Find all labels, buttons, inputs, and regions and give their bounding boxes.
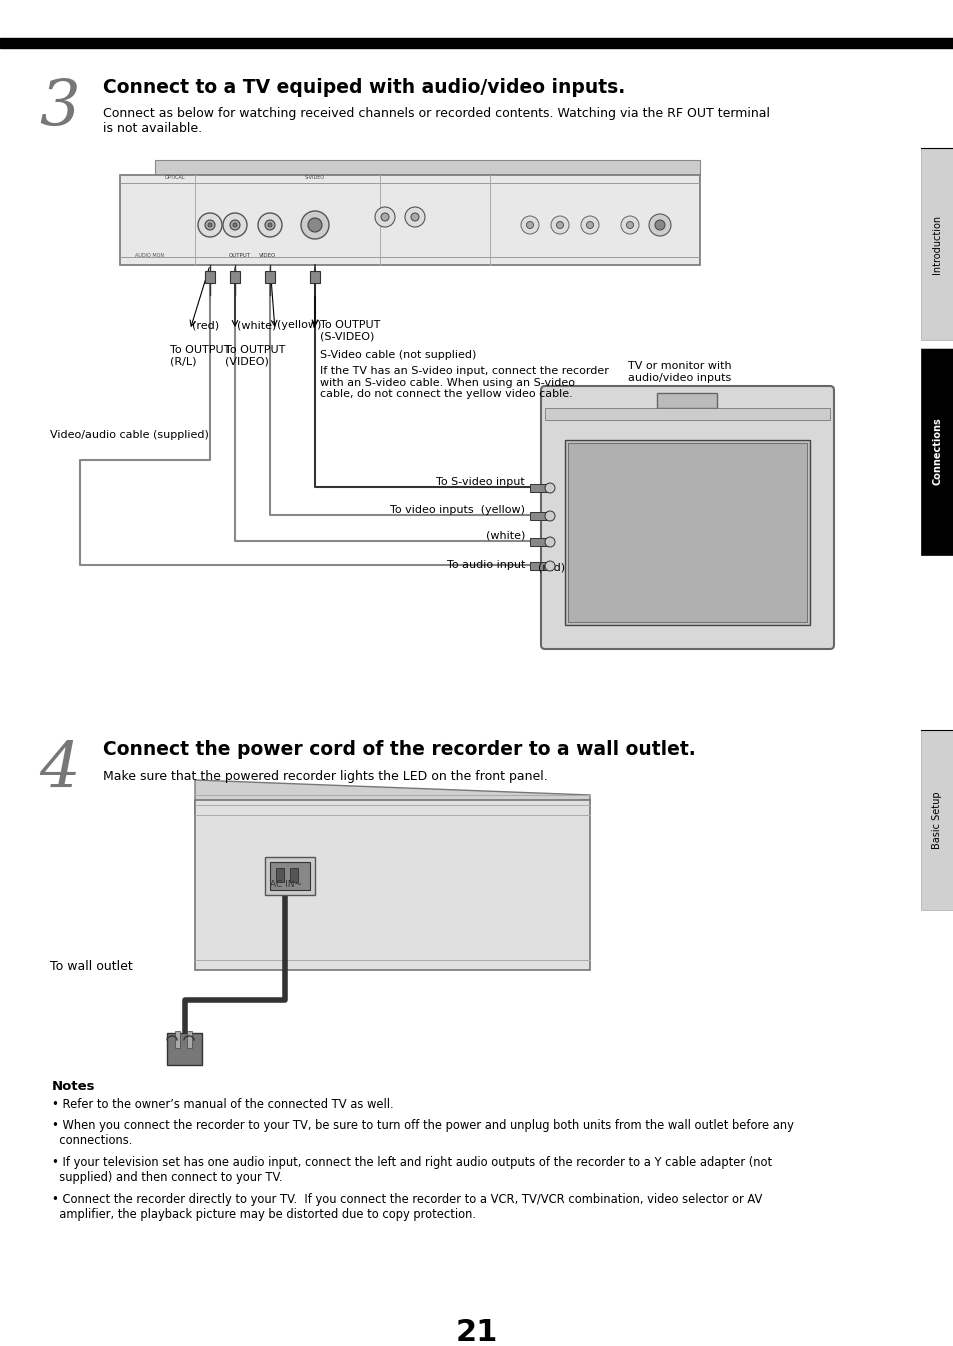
Bar (530, 538, 547, 546)
Bar (154, 160, 700, 175)
Text: Video/audio cable (supplied): Video/audio cable (supplied) (50, 429, 209, 440)
Bar (275, 868, 284, 882)
Circle shape (205, 219, 214, 230)
Circle shape (265, 219, 274, 230)
Text: OPTICAL: OPTICAL (165, 175, 185, 180)
Text: AC IN~: AC IN~ (270, 880, 302, 888)
Polygon shape (194, 779, 589, 814)
Circle shape (233, 223, 236, 227)
Circle shape (301, 211, 329, 240)
Text: To audio input: To audio input (446, 560, 524, 569)
Bar (270, 861, 310, 890)
Bar (0, 38, 953, 48)
Text: (yellow): (yellow) (276, 320, 321, 330)
Text: Connect as below for watching received channels or recorded contents. Watching v: Connect as below for watching received c… (103, 106, 769, 135)
Circle shape (620, 215, 639, 234)
Text: Connect to a TV equiped with audio/video inputs.: Connect to a TV equiped with audio/video… (103, 78, 624, 97)
Text: Make sure that the powered recorder lights the LED on the front panel.: Make sure that the powered recorder ligh… (103, 770, 547, 783)
Text: To video inputs  (yellow): To video inputs (yellow) (390, 505, 524, 516)
Circle shape (586, 222, 593, 229)
Circle shape (223, 213, 247, 237)
Bar (567, 443, 806, 622)
Circle shape (526, 222, 533, 229)
Bar (290, 868, 297, 882)
Text: VIDEO: VIDEO (259, 253, 276, 258)
Text: AUDIO MON: AUDIO MON (135, 253, 164, 258)
Circle shape (198, 213, 222, 237)
Bar (657, 393, 717, 408)
Circle shape (230, 219, 240, 230)
Text: Basic Setup: Basic Setup (931, 791, 942, 849)
Text: S-Video cable (not supplied): S-Video cable (not supplied) (319, 350, 476, 359)
Text: • Connect the recorder directly to your TV.  If you connect the recorder to a VC: • Connect the recorder directly to your … (52, 1193, 761, 1221)
Bar (530, 511, 547, 520)
Circle shape (520, 215, 538, 234)
Bar (310, 271, 319, 283)
Text: Connect the power cord of the recorder to a wall outlet.: Connect the power cord of the recorder t… (103, 740, 695, 759)
Bar (167, 1032, 202, 1065)
Bar (205, 271, 214, 283)
Text: Connections: Connections (931, 417, 942, 486)
Text: 3: 3 (40, 78, 80, 140)
Bar (265, 857, 314, 895)
Bar (265, 271, 274, 283)
Bar (920, 349, 953, 555)
Text: Introduction: Introduction (931, 214, 942, 273)
Circle shape (556, 222, 563, 229)
Text: • Refer to the owner’s manual of the connected TV as well.: • Refer to the owner’s manual of the con… (52, 1098, 394, 1110)
Bar (174, 1031, 180, 1049)
Text: To wall outlet: To wall outlet (50, 960, 132, 973)
Text: • When you connect the recorder to your TV, be sure to turn off the power and un: • When you connect the recorder to your … (52, 1119, 793, 1147)
Circle shape (208, 223, 212, 227)
Text: 4: 4 (40, 740, 80, 802)
Text: (red): (red) (537, 563, 564, 572)
Bar (530, 563, 547, 569)
Circle shape (257, 213, 282, 237)
Text: Notes: Notes (52, 1079, 95, 1093)
Bar (544, 408, 829, 420)
Bar (920, 148, 953, 341)
Circle shape (648, 214, 670, 236)
Circle shape (544, 537, 555, 546)
Text: • If your television set has one audio input, connect the left and right audio o: • If your television set has one audio i… (52, 1156, 771, 1184)
Circle shape (380, 213, 389, 221)
Circle shape (544, 561, 555, 571)
Circle shape (551, 215, 568, 234)
Text: OUTPUT: OUTPUT (229, 253, 251, 258)
Circle shape (375, 207, 395, 227)
FancyBboxPatch shape (540, 386, 833, 649)
Text: To OUTPUT
(VIDEO): To OUTPUT (VIDEO) (225, 345, 285, 366)
Bar (920, 730, 953, 910)
Bar (564, 440, 809, 625)
Text: TV or monitor with
audio/video inputs: TV or monitor with audio/video inputs (627, 361, 731, 384)
Circle shape (655, 219, 664, 230)
Bar (120, 175, 700, 265)
Circle shape (405, 207, 424, 227)
Circle shape (580, 215, 598, 234)
Text: (white): (white) (485, 532, 524, 541)
Text: To OUTPUT
(S-VIDEO): To OUTPUT (S-VIDEO) (319, 320, 380, 342)
Circle shape (544, 483, 555, 493)
Bar (530, 485, 547, 493)
Text: To S-video input: To S-video input (436, 476, 524, 487)
Circle shape (626, 222, 633, 229)
Text: If the TV has an S-video input, connect the recorder
with an S-video cable. When: If the TV has an S-video input, connect … (319, 366, 608, 400)
Circle shape (308, 218, 322, 232)
Circle shape (268, 223, 272, 227)
Bar (187, 1031, 192, 1049)
Bar (230, 271, 240, 283)
Bar (194, 800, 589, 970)
Text: 21: 21 (456, 1318, 497, 1346)
Circle shape (411, 213, 418, 221)
Circle shape (544, 511, 555, 521)
Text: S-VIDEO: S-VIDEO (305, 175, 325, 180)
Text: (white): (white) (236, 320, 276, 330)
Text: (red): (red) (192, 320, 219, 330)
Text: To OUTPUT
(R/L): To OUTPUT (R/L) (170, 345, 230, 366)
